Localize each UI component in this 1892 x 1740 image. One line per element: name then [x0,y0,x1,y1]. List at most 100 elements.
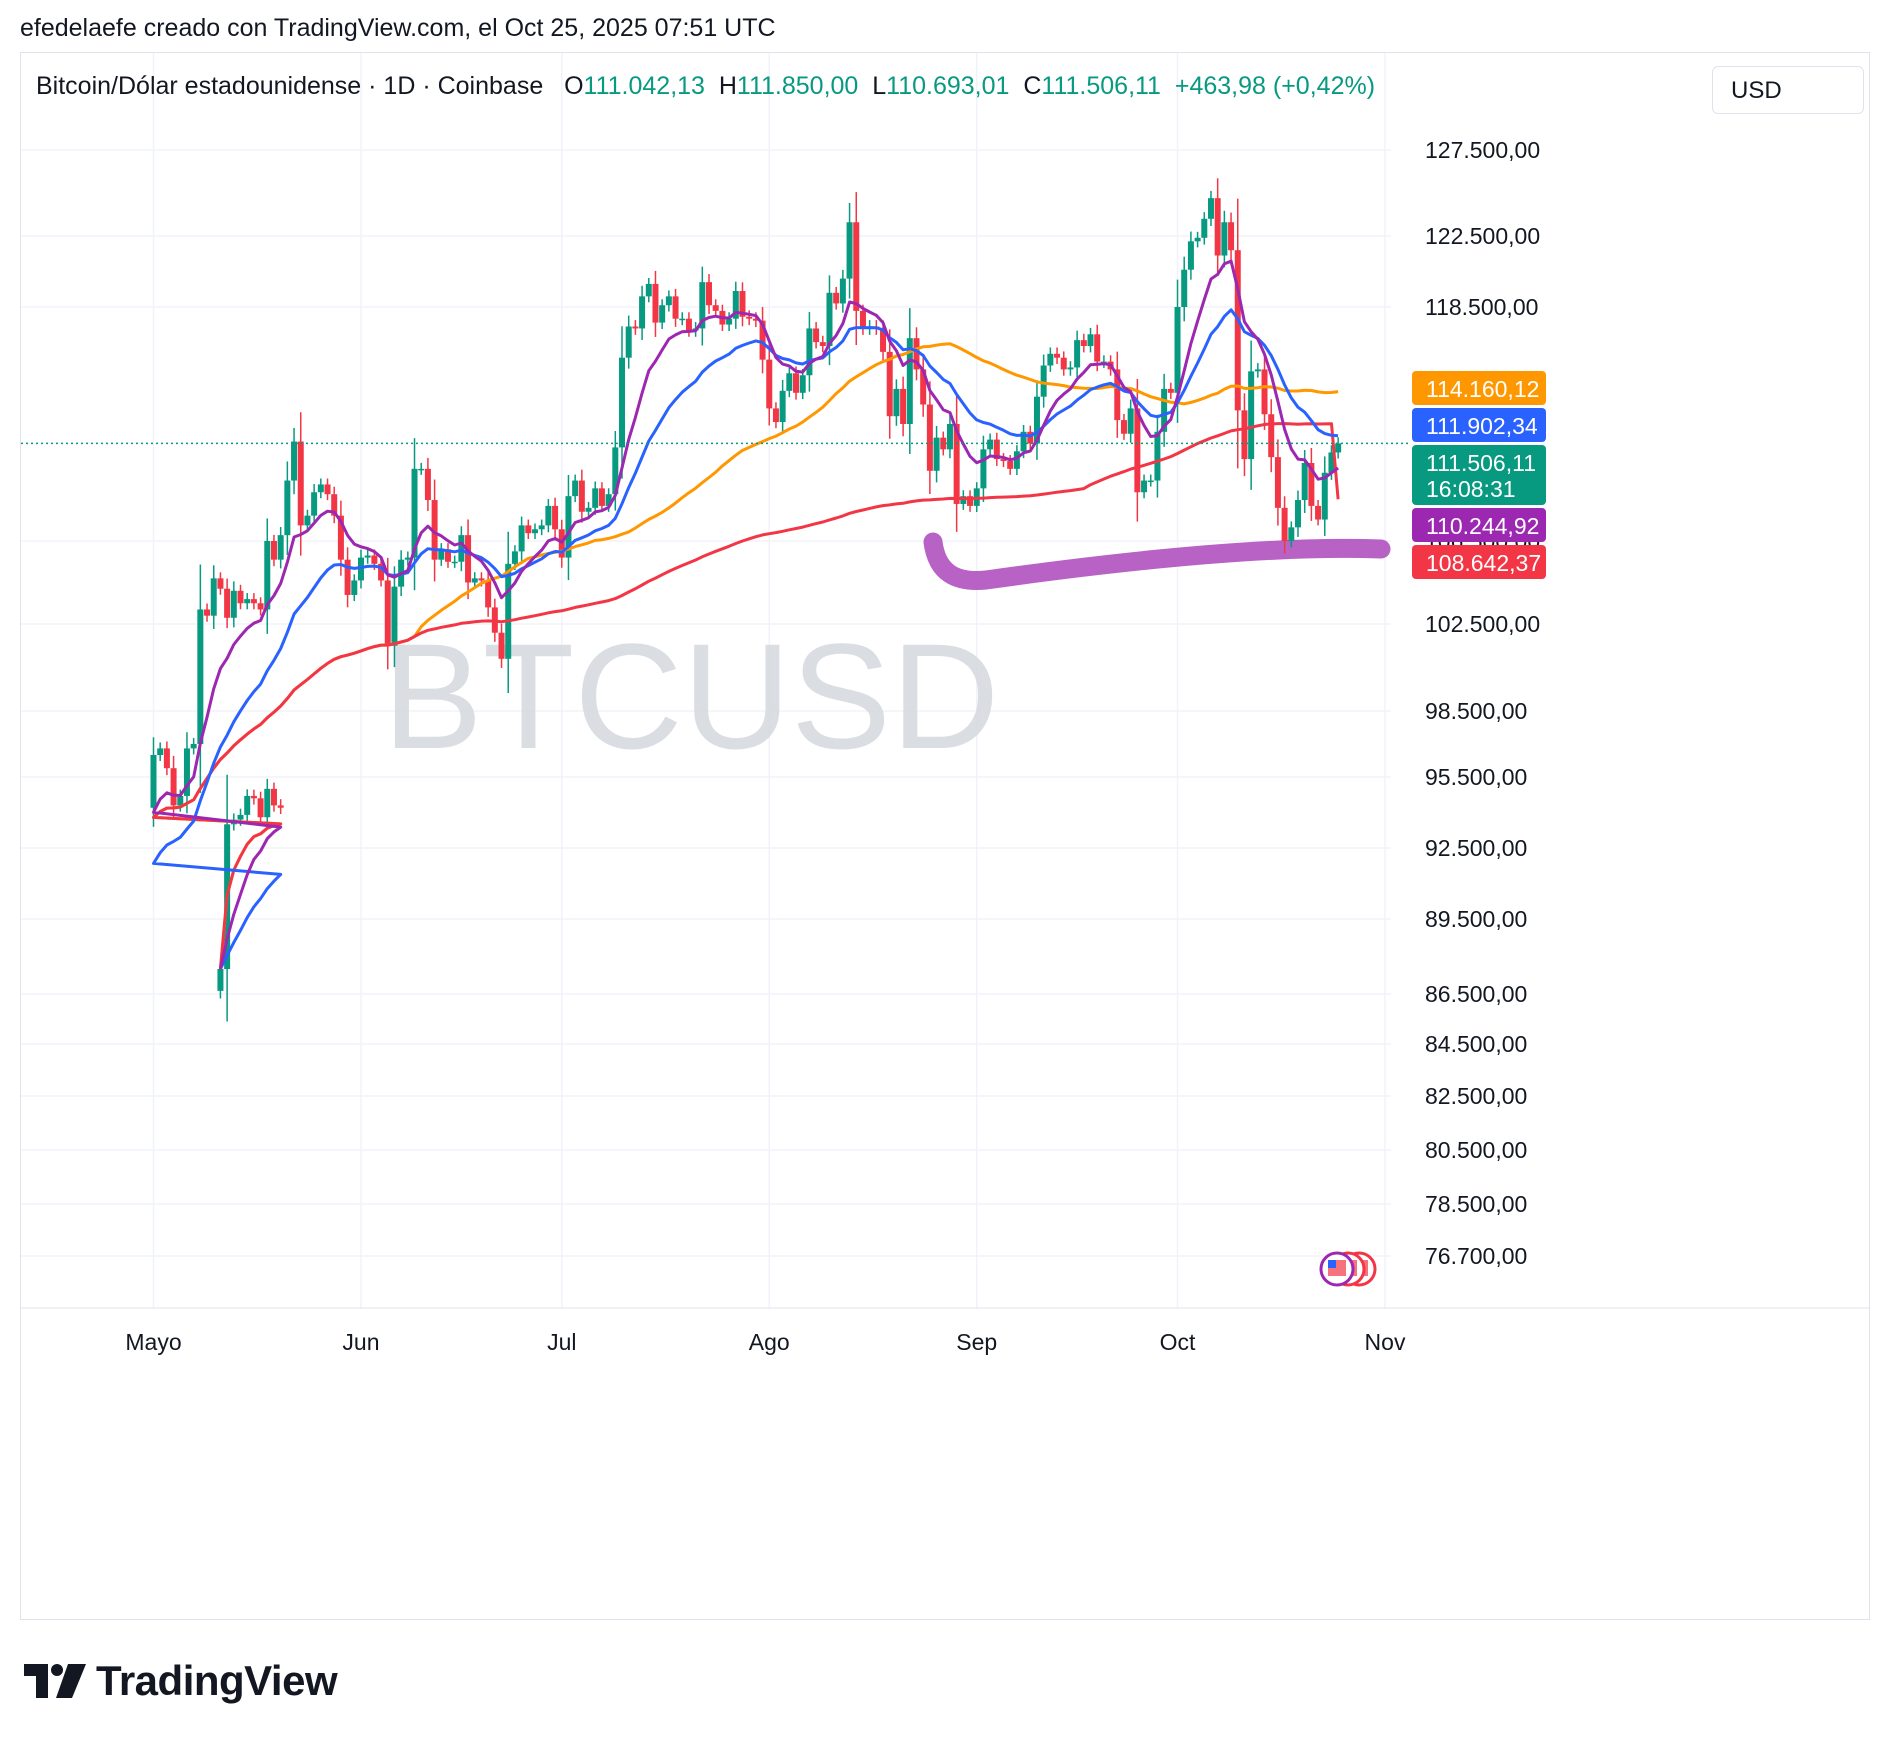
candle-body[interactable] [1321,472,1328,520]
candle-body[interactable] [572,480,579,497]
candle-body[interactable] [257,798,264,818]
candle-body[interactable] [284,480,291,536]
candle-body[interactable] [679,318,686,321]
candle-body[interactable] [518,525,525,552]
candle-body[interactable] [458,535,465,562]
candle-body[interactable] [264,541,271,610]
candle-body[interactable] [525,525,532,534]
candle-body[interactable] [806,328,813,376]
candle-body[interactable] [940,437,947,450]
candle-body[interactable] [752,318,759,321]
candle-body[interactable] [993,439,1000,460]
candle-body[interactable] [291,441,298,481]
candle-body[interactable] [197,609,204,744]
candle-body[interactable] [177,795,184,806]
candle-body[interactable] [987,439,994,450]
candle-body[interactable] [1221,222,1228,256]
candle-body[interactable] [391,586,398,646]
candle-body[interactable] [418,468,425,471]
candle-body[interactable] [304,515,311,526]
candle-body[interactable] [585,507,592,512]
candle-body[interactable] [1261,369,1268,415]
candle-body[interactable] [257,603,264,610]
candle-body[interactable] [1120,420,1127,434]
candle-body[interactable] [625,326,632,358]
candle-body[interactable] [1187,241,1194,270]
candle-body[interactable] [364,555,371,558]
candle-body[interactable] [712,305,719,311]
candle-body[interactable] [237,590,244,604]
candle-body[interactable] [277,535,284,560]
candle-body[interactable] [344,559,351,595]
candle-body[interactable] [706,282,713,306]
candle-body[interactable] [1335,443,1342,453]
candle-body[interactable] [726,318,733,325]
candle-body[interactable] [1060,357,1067,370]
candle-body[interactable] [471,578,478,583]
candle-body[interactable] [1328,452,1335,473]
candle-body[interactable] [900,388,907,424]
candle-body[interactable] [337,515,344,560]
candle-body[interactable] [277,805,284,808]
candle-body[interactable] [237,814,244,820]
candle-body[interactable] [786,373,793,391]
candle-body[interactable] [652,283,659,323]
candle-body[interactable] [531,529,538,534]
candle-body[interactable] [967,496,974,506]
candle-body[interactable] [1228,222,1235,251]
candle-body[interactable] [324,484,331,495]
candle-body[interactable] [1134,408,1141,493]
candle-body[interactable] [1141,480,1148,493]
candle-body[interactable] [793,373,800,393]
candle-body[interactable] [411,468,418,558]
candle-body[interactable] [1094,334,1101,362]
candle-body[interactable] [1114,369,1121,421]
candle-body[interactable] [1301,463,1308,501]
candle-body[interactable] [545,505,552,526]
candle-body[interactable] [833,292,840,304]
candle-body[interactable] [772,408,779,423]
candle-body[interactable] [1007,461,1014,469]
candle-body[interactable] [438,549,445,560]
candle-body[interactable] [224,588,231,618]
candle-body[interactable] [1040,365,1047,397]
candle-body[interactable] [1234,250,1241,411]
candle-body[interactable] [632,326,639,329]
candle-body[interactable] [1181,269,1188,307]
candle-body[interactable] [819,342,826,346]
candle-body[interactable] [1281,507,1288,541]
candle-body[interactable] [538,525,545,530]
candle-body[interactable] [451,561,458,564]
candle-body[interactable] [157,748,164,755]
candle-body[interactable] [1020,431,1027,452]
candle-body[interactable] [465,535,472,583]
candle-body[interactable] [505,563,512,659]
candle-body[interactable] [217,578,224,589]
candle-body[interactable] [498,632,505,659]
candle-body[interactable] [317,484,324,493]
candle-body[interactable] [612,447,619,495]
candle-body[interactable] [183,748,190,796]
candle-body[interactable] [1174,307,1181,393]
candle-body[interactable] [1054,353,1061,358]
candle-body[interactable] [244,795,251,815]
candle-body[interactable] [766,359,773,409]
candle-body[interactable] [1167,388,1174,393]
candle-body[interactable] [1308,463,1315,506]
candle-body[interactable] [1154,431,1161,481]
candle-body[interactable] [859,310,866,329]
candle-body[interactable] [1080,340,1087,346]
candle-body[interactable] [1201,218,1208,238]
candle-body[interactable] [893,388,900,417]
candle-body[interactable] [926,404,933,471]
candle-body[interactable] [598,488,605,506]
candle-body[interactable] [1274,457,1281,508]
currency-button[interactable]: USD [1712,66,1864,114]
candle-body[interactable] [217,969,224,991]
candle-body[interactable] [578,480,585,512]
candle-body[interactable] [1268,414,1275,458]
price-chart[interactable]: BTCUSD127.500,00122.500,00118.500,00106.… [21,53,1869,1619]
candle-body[interactable] [746,316,753,319]
candle-body[interactable] [665,296,672,306]
candle-body[interactable] [886,351,893,417]
